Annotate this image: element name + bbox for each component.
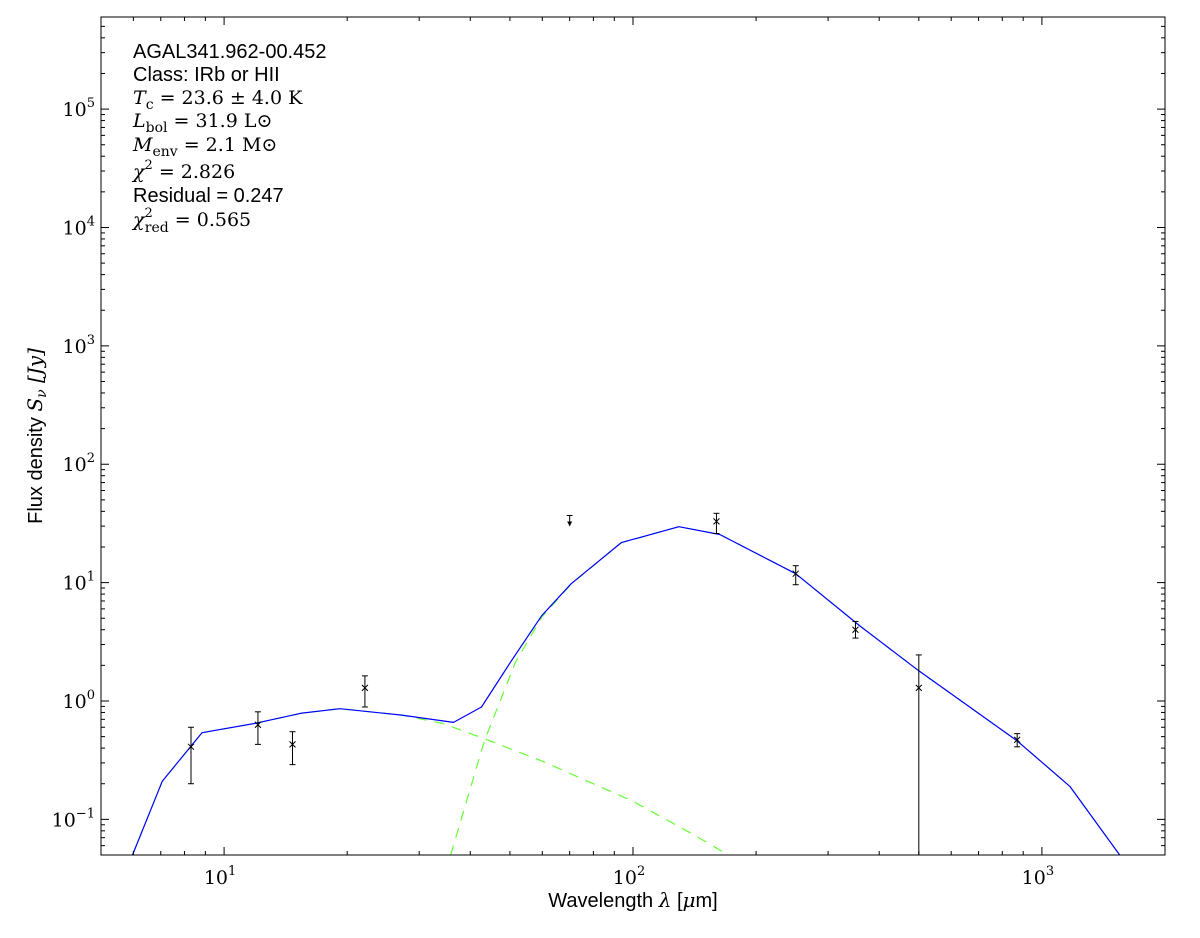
- plot-area: [131, 512, 1121, 855]
- annotation-line: Menv = 2.1 M⊙: [132, 134, 277, 160]
- annotation-line: Tc = 23.6 ± 4.0 K: [133, 87, 303, 113]
- x-tick-label: 102: [613, 864, 645, 889]
- data-point: [1013, 736, 1021, 744]
- annotation-line: AGAL341.962-00.452: [133, 41, 327, 63]
- y-tick-label: 101: [63, 570, 95, 595]
- y-tick-label: 102: [63, 451, 95, 476]
- y-tick-label: 103: [63, 333, 95, 358]
- annotation-line: Lbol = 31.9 L⊙: [132, 110, 272, 136]
- data-point: [852, 626, 859, 634]
- y-tick-label: 104: [63, 214, 95, 239]
- data-point: [254, 721, 262, 729]
- data-point: [915, 684, 923, 692]
- annotation-line: Class: IRb or HII: [133, 64, 280, 86]
- y-tick-label: 100: [63, 688, 95, 713]
- y-axis-label: Flux density Sν [Jy]: [23, 348, 50, 524]
- annotation-line: χ2 = 2.826: [131, 158, 235, 183]
- x-tick-label: 103: [1022, 864, 1054, 889]
- series-line-total-fit: [131, 526, 1121, 855]
- annotation-line: χ2 red = 0.565: [131, 206, 251, 236]
- data-point: [361, 684, 369, 692]
- series-line-cold-component: [450, 526, 1121, 855]
- series-line-warm-component: [131, 708, 729, 855]
- data-point: [792, 570, 800, 578]
- plot-marks: [131, 512, 1121, 855]
- axis-ticks: 101 102 103 10−1 100 101 102 103 104 105: [52, 16, 1166, 889]
- y-tick-label: 105: [63, 96, 95, 121]
- data-point: [187, 743, 195, 751]
- x-axis-label: Wavelength λ [μm]: [548, 888, 717, 912]
- y-tick-label: 10−1: [52, 806, 95, 831]
- data-point: [713, 518, 720, 525]
- annotation-line: Residual = 0.247: [133, 185, 284, 207]
- x-tick-label: 101: [204, 864, 236, 889]
- data-point: [289, 741, 296, 748]
- upper-limit-arrow: [567, 521, 573, 527]
